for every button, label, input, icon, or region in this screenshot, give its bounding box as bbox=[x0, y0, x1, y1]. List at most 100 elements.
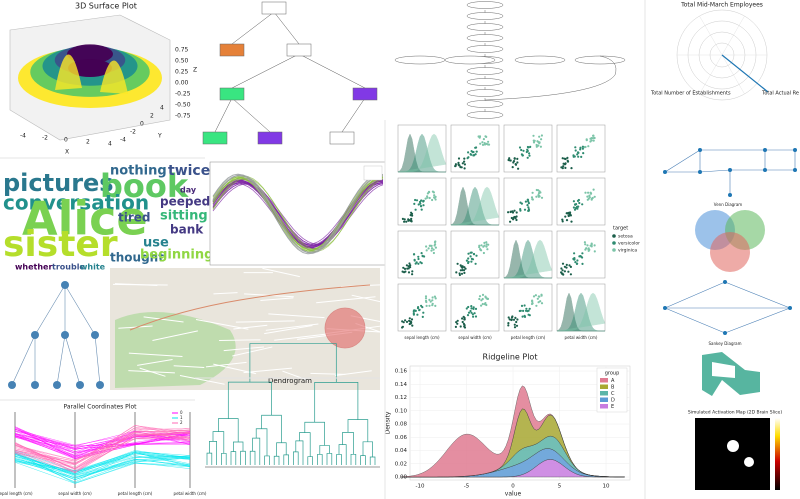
label: Y bbox=[157, 133, 162, 140]
pair-point bbox=[581, 147, 585, 150]
pair-point bbox=[527, 146, 530, 149]
pair-density bbox=[450, 186, 500, 226]
pair-density bbox=[504, 239, 552, 279]
parallel-line bbox=[14, 454, 191, 473]
dendro-link bbox=[338, 444, 347, 465]
label: trouble bbox=[52, 263, 85, 272]
pair-point bbox=[457, 161, 460, 164]
pair-point bbox=[412, 313, 415, 316]
dendro-link bbox=[326, 453, 333, 465]
pair-point bbox=[428, 304, 431, 307]
pair-point bbox=[483, 241, 486, 244]
label: sepal width (cm) bbox=[58, 491, 92, 496]
graph-node bbox=[728, 193, 732, 197]
dendro-link bbox=[299, 432, 311, 457]
pair-density bbox=[450, 186, 499, 226]
label: 0 bbox=[180, 410, 183, 415]
label: use bbox=[143, 236, 169, 251]
pair-point bbox=[528, 152, 531, 155]
pair-point bbox=[431, 299, 434, 302]
pair-point bbox=[479, 248, 482, 251]
pair-point bbox=[410, 217, 413, 220]
pair-point bbox=[590, 245, 593, 248]
label: 4 bbox=[108, 141, 112, 148]
pair-cell bbox=[397, 230, 447, 279]
street bbox=[118, 325, 153, 329]
pair-cell bbox=[503, 230, 553, 279]
dendro-link bbox=[307, 456, 313, 465]
flow-node bbox=[466, 100, 504, 108]
tree-node bbox=[329, 131, 355, 145]
pair-point bbox=[583, 241, 587, 244]
street bbox=[232, 346, 273, 357]
connector bbox=[298, 53, 366, 89]
pair-density bbox=[397, 133, 447, 173]
pair-density bbox=[503, 239, 553, 279]
graph-node bbox=[793, 168, 797, 172]
label: A bbox=[611, 378, 615, 384]
dendro-link bbox=[255, 428, 268, 456]
dendro-link bbox=[347, 419, 369, 442]
label: day bbox=[180, 186, 197, 195]
connector bbox=[699, 169, 731, 173]
dendro-link bbox=[360, 455, 366, 465]
graph-node bbox=[763, 148, 767, 152]
graph-node bbox=[788, 306, 792, 310]
radar-line bbox=[721, 54, 769, 93]
pair-point bbox=[470, 305, 473, 308]
pair-point bbox=[487, 140, 490, 143]
graph-node bbox=[698, 170, 702, 174]
pair-point bbox=[422, 204, 425, 207]
pair-point bbox=[535, 304, 538, 307]
pair-cell bbox=[503, 283, 553, 332]
pair-point bbox=[563, 157, 566, 160]
pair-point bbox=[583, 146, 586, 149]
pair-point bbox=[529, 145, 532, 148]
label: -0.50 bbox=[175, 102, 191, 109]
pair-point bbox=[532, 295, 536, 298]
activation-spot bbox=[744, 457, 754, 467]
pair-point bbox=[481, 143, 485, 146]
pair-point bbox=[470, 257, 473, 260]
label: book bbox=[100, 167, 189, 205]
pair-point bbox=[458, 273, 461, 277]
pair-point bbox=[472, 154, 476, 157]
pair-point bbox=[524, 200, 528, 203]
pair-point bbox=[434, 243, 437, 246]
pair-point bbox=[512, 318, 516, 321]
graph-node bbox=[723, 331, 727, 335]
map-circle bbox=[324, 307, 366, 349]
pair-point bbox=[467, 305, 470, 309]
flow-node bbox=[466, 111, 504, 119]
connector bbox=[11, 334, 36, 386]
pair-point bbox=[474, 315, 478, 318]
pair-point bbox=[470, 150, 473, 153]
pair-point bbox=[434, 246, 437, 249]
connector bbox=[34, 284, 66, 336]
pair-point bbox=[485, 241, 488, 244]
pair-point bbox=[425, 304, 428, 307]
pair-point bbox=[484, 296, 487, 299]
pair-point bbox=[533, 139, 536, 142]
pair-point bbox=[516, 318, 519, 321]
pair-point bbox=[469, 309, 472, 313]
pair-point bbox=[481, 297, 484, 301]
pair-point bbox=[412, 253, 416, 256]
pair-point bbox=[480, 304, 483, 307]
pair-point bbox=[561, 269, 564, 272]
flow-node bbox=[444, 55, 496, 65]
label: 0.06 bbox=[395, 435, 408, 441]
pair-point bbox=[481, 141, 484, 144]
pair-point bbox=[409, 264, 412, 267]
pair-point bbox=[425, 249, 428, 252]
pair-point bbox=[431, 304, 434, 307]
dendro-link bbox=[233, 441, 244, 452]
pair-point bbox=[472, 315, 475, 318]
pair-point bbox=[539, 191, 542, 194]
pair-point bbox=[472, 252, 476, 256]
pair-point bbox=[425, 245, 428, 248]
label: X bbox=[65, 149, 69, 156]
parallel-line bbox=[14, 432, 191, 469]
label: 10 bbox=[603, 484, 610, 490]
legend-swatch bbox=[600, 391, 608, 396]
